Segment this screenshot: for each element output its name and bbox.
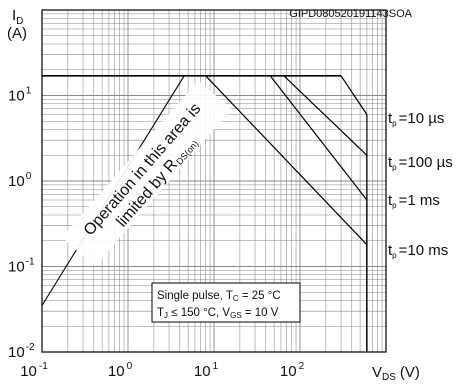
series-label-1ms: tp =1 ms [388,192,440,210]
x-tick-label: 10 0 [108,361,133,380]
plot-frame [41,9,387,353]
y-tick-labels: 10-2 10-1 100 101 [8,86,35,362]
conditions-line2: TJ ≤ 150 °C, VGS = 10 V [157,307,279,320]
y-tick-label: 10-1 [8,257,35,276]
rds-annotation: Operation in this area is limited by RDS… [61,80,232,267]
y-tick-label: 100 [8,171,32,190]
conditions-line1: Single pulse, TC = 25 °C [157,290,281,303]
series-label-100us: tp =100 µs [388,154,453,172]
y-tick-label: 101 [8,86,32,105]
x-tick-label: 10 1 [194,361,219,380]
series-labels: tp =10 µs tp =100 µs tp =1 ms tp =10 ms [388,110,453,260]
x-tick-label: 10 2 [280,361,305,380]
soa-curves [41,74,368,352]
x-axis-label: VDS (V) [372,364,420,383]
series-label-10us: tp =10 µs [388,110,444,128]
y-axis-label: ID [12,7,23,27]
y-tick-label: 10-2 [8,342,35,361]
figure-code: GIPD080520191143SOA [289,8,412,20]
x-tick-label: 10 -1 [20,361,48,380]
x-tick-labels: 10 -1 10 0 10 1 10 2 [20,361,304,380]
conditions-box: Single pulse, TC = 25 °C TJ ≤ 150 °C, VG… [151,282,301,323]
series-label-10ms: tp =10 ms [388,242,448,260]
y-axis-unit: (A) [7,25,27,42]
